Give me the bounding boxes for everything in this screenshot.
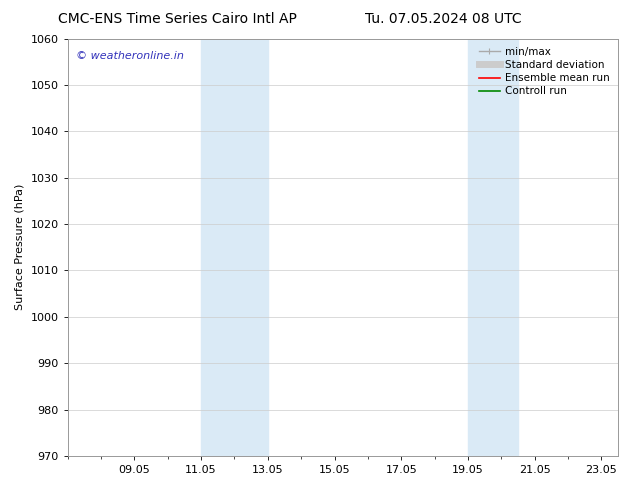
- Bar: [201, 39, 268, 456]
- Text: Tu. 07.05.2024 08 UTC: Tu. 07.05.2024 08 UTC: [365, 12, 522, 26]
- Text: © weatheronline.in: © weatheronline.in: [76, 51, 184, 61]
- Text: CMC-ENS Time Series Cairo Intl AP: CMC-ENS Time Series Cairo Intl AP: [58, 12, 297, 26]
- Legend: min/max, Standard deviation, Ensemble mean run, Controll run: min/max, Standard deviation, Ensemble me…: [476, 44, 613, 99]
- Bar: [468, 39, 518, 456]
- Y-axis label: Surface Pressure (hPa): Surface Pressure (hPa): [15, 184, 25, 311]
